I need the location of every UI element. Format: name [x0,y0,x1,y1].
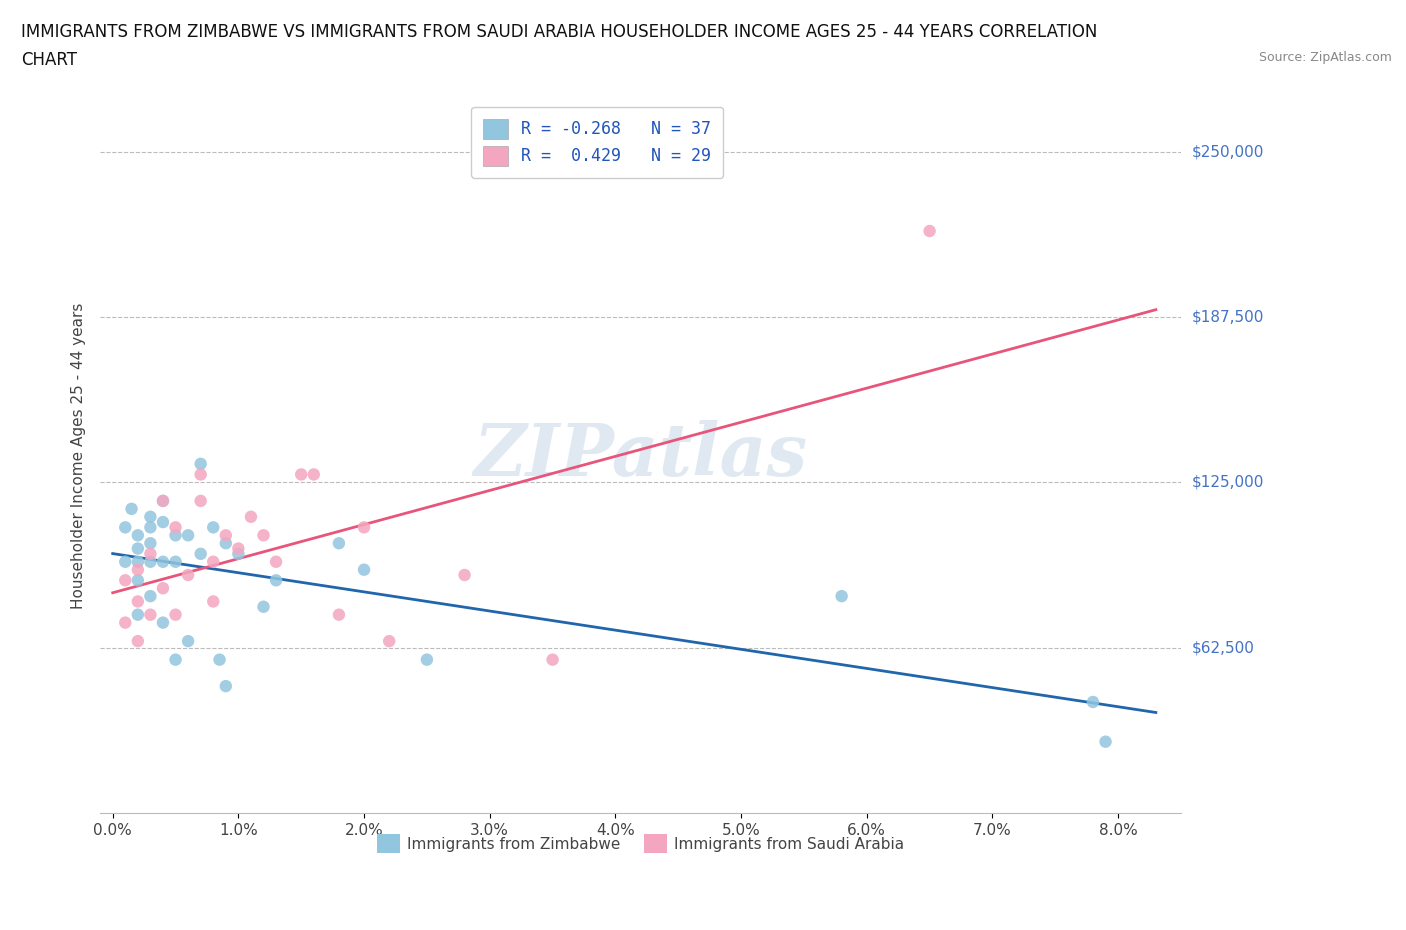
Point [139,536,162,551]
Point [114,520,136,535]
Point [353,520,375,535]
Point [290,467,312,482]
Point [127,554,149,569]
Point [208,652,231,667]
Point [152,615,174,630]
Point [127,541,149,556]
Point [127,633,149,648]
Point [190,467,212,482]
Point [541,652,564,667]
Point [139,607,162,622]
Point [114,615,136,630]
Point [165,520,187,535]
Text: $250,000: $250,000 [1192,144,1264,159]
Point [152,554,174,569]
Point [139,520,162,535]
Point [139,547,162,562]
Text: ZIPatlas: ZIPatlas [474,420,807,491]
Y-axis label: Householder Income Ages 25 - 44 years: Householder Income Ages 25 - 44 years [72,303,86,609]
Point [416,652,439,667]
Text: IMMIGRANTS FROM ZIMBABWE VS IMMIGRANTS FROM SAUDI ARABIA HOUSEHOLDER INCOME AGES: IMMIGRANTS FROM ZIMBABWE VS IMMIGRANTS F… [21,23,1098,41]
Point [215,528,238,543]
Point [177,528,200,543]
Point [1081,695,1104,710]
Point [228,547,250,562]
Point [264,573,287,588]
Point [165,528,187,543]
Point [165,607,187,622]
Point [127,573,149,588]
Point [264,554,287,569]
Point [139,554,162,569]
Point [177,633,200,648]
Point [114,554,136,569]
Point [165,554,187,569]
Point [190,457,212,472]
Point [114,573,136,588]
Point [328,607,350,622]
Point [127,528,149,543]
Point [453,567,475,582]
Point [918,223,941,238]
Point [228,541,250,556]
Point [215,679,238,694]
Point [152,580,174,595]
Point [139,589,162,604]
Point [127,563,149,578]
Point [831,589,853,604]
Point [202,520,225,535]
Point [202,554,225,569]
Point [121,501,143,516]
Point [152,494,174,509]
Point [165,652,187,667]
Point [127,607,149,622]
Text: $62,500: $62,500 [1192,640,1256,656]
Legend: Immigrants from Zimbabwe, Immigrants from Saudi Arabia: Immigrants from Zimbabwe, Immigrants fro… [371,829,911,859]
Point [152,494,174,509]
Point [190,494,212,509]
Point [302,467,325,482]
Point [177,567,200,582]
Text: $187,500: $187,500 [1192,310,1264,325]
Point [353,563,375,578]
Point [127,594,149,609]
Text: $125,000: $125,000 [1192,475,1264,490]
Point [190,547,212,562]
Point [1094,735,1116,750]
Point [152,514,174,529]
Point [328,536,350,551]
Point [252,528,274,543]
Point [252,599,274,614]
Point [239,510,262,525]
Point [139,510,162,525]
Text: CHART: CHART [21,51,77,69]
Text: Source: ZipAtlas.com: Source: ZipAtlas.com [1258,51,1392,64]
Point [215,536,238,551]
Point [378,633,401,648]
Point [202,594,225,609]
